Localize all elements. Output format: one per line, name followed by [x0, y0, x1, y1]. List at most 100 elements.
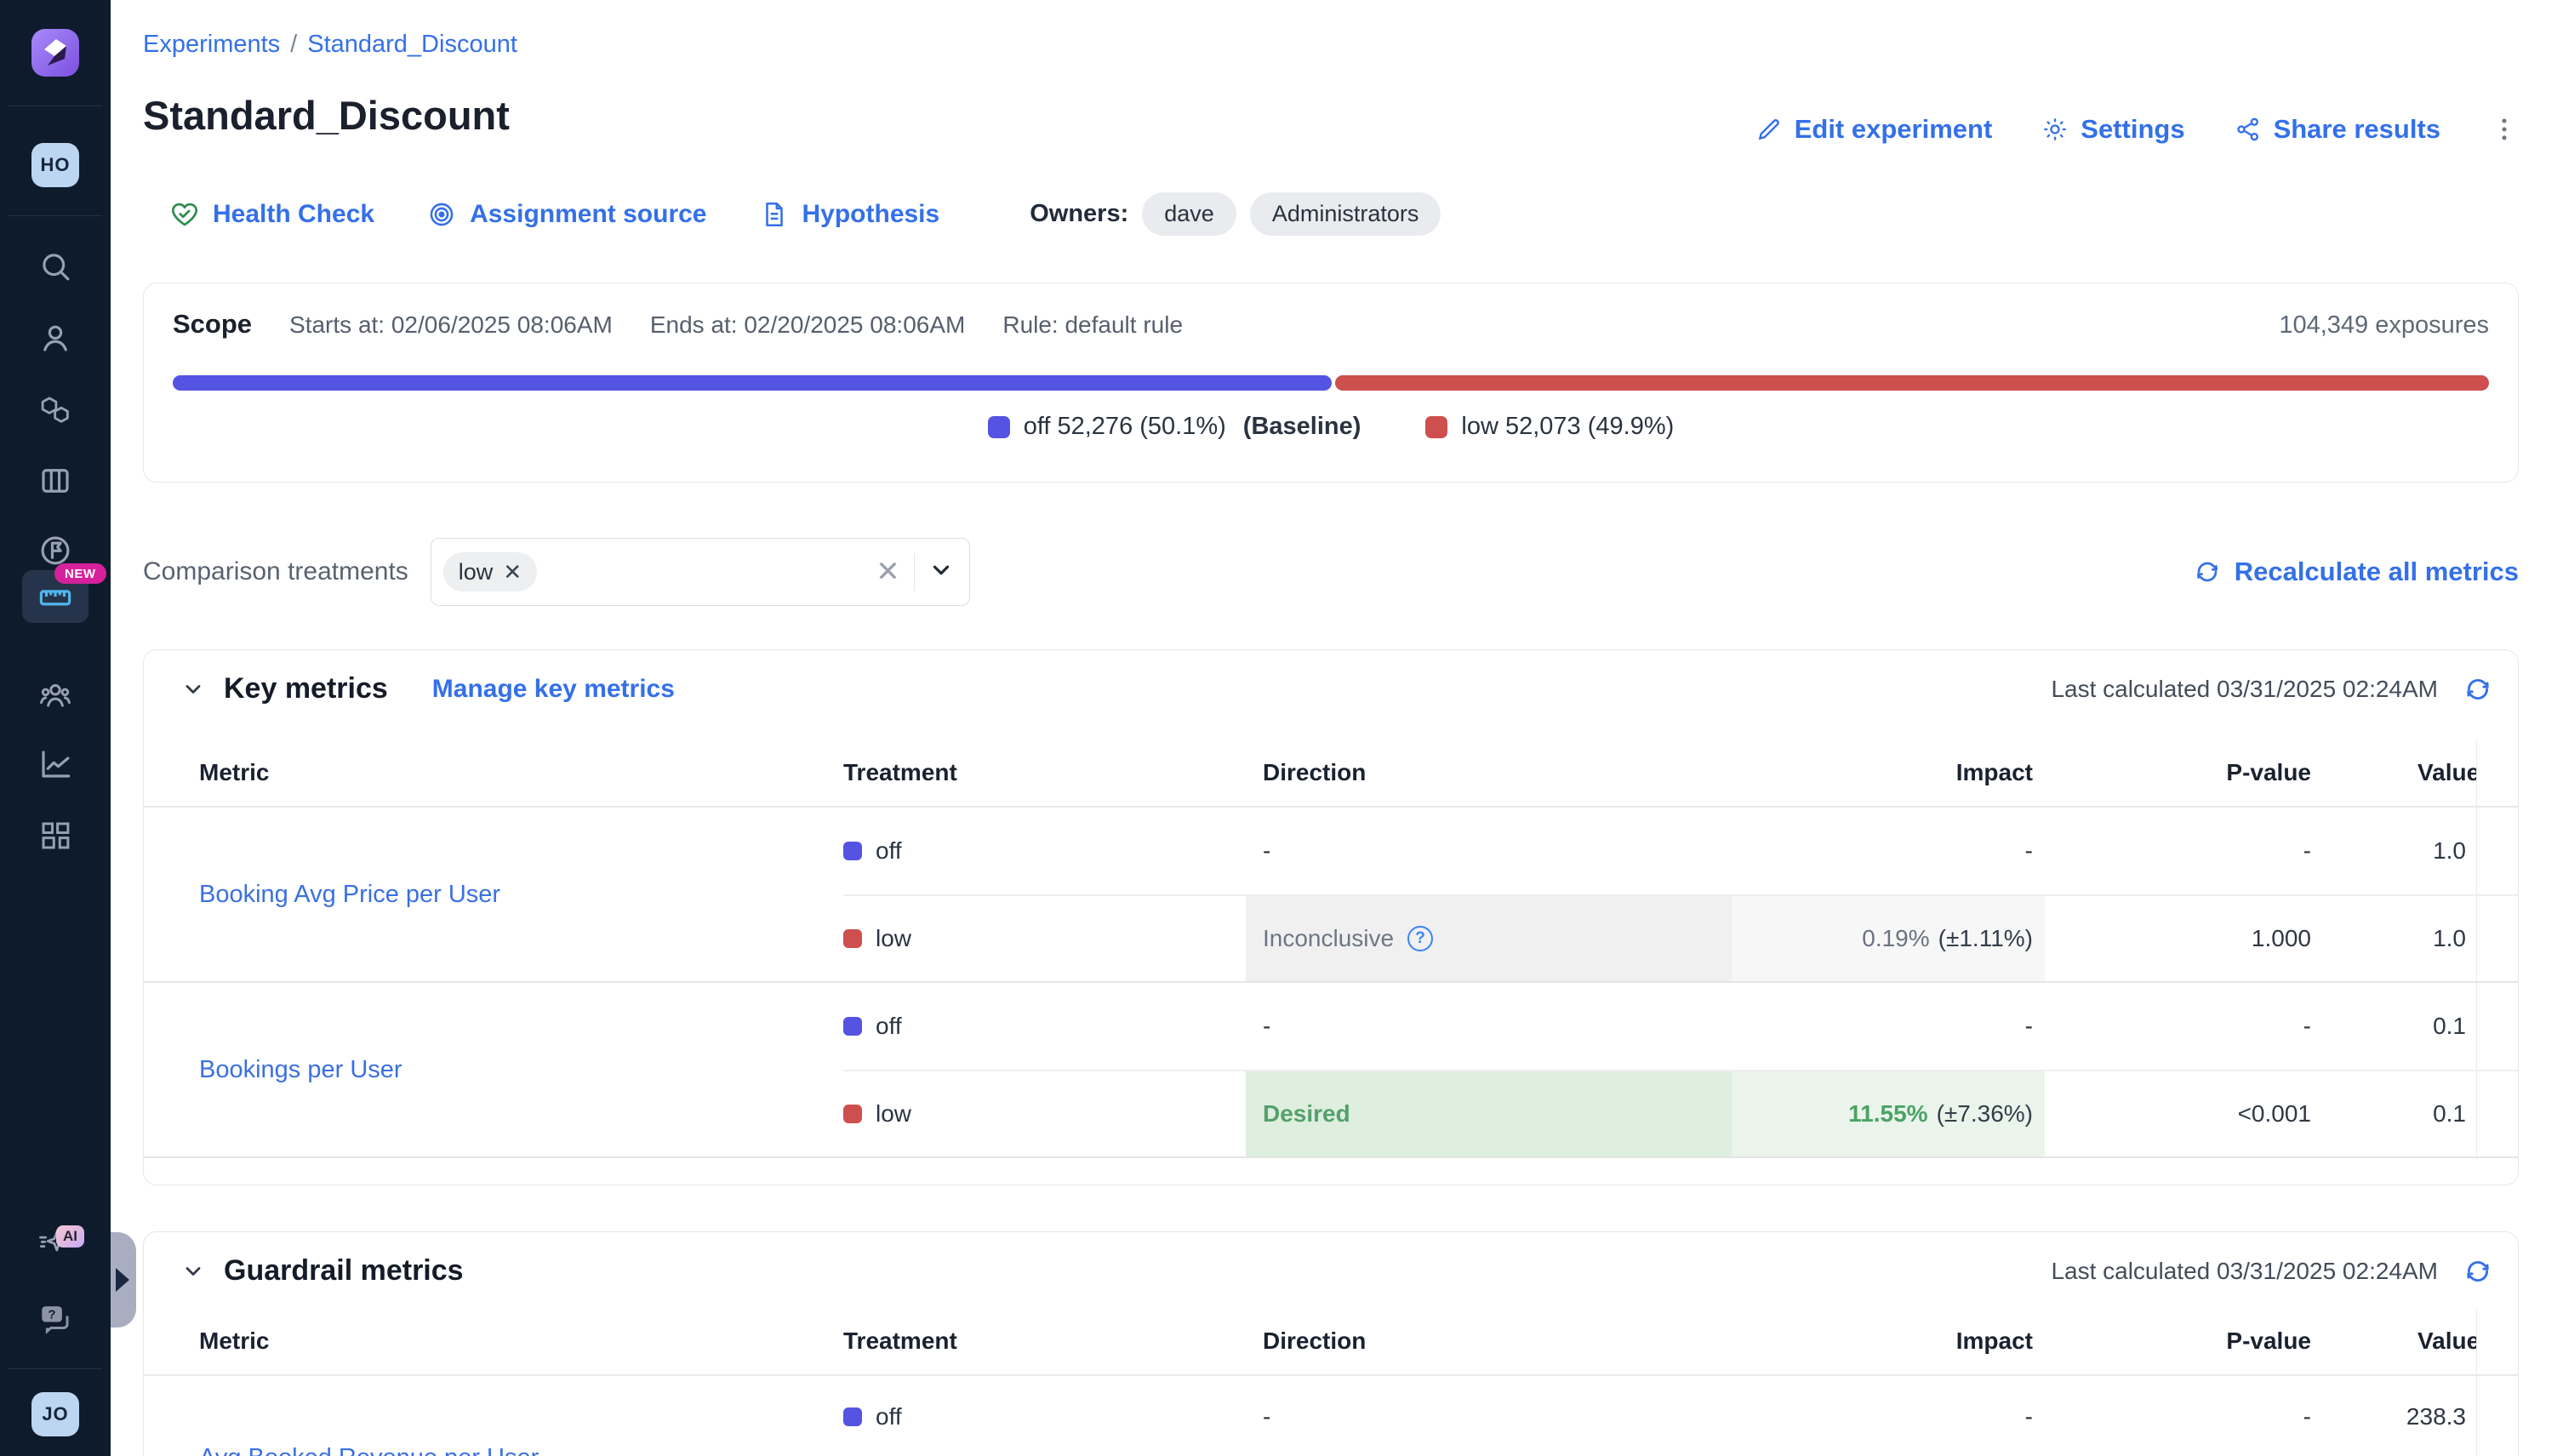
experiments-icon[interactable] — [35, 530, 76, 571]
treatment-row-low: low Desired 11.55% (±7.36%) <0.001 0.1 — [843, 1070, 2518, 1156]
legend-baseline-tag: (Baseline) — [1242, 413, 1361, 440]
recalculate-label: Recalculate all metrics — [2234, 557, 2519, 586]
owner-pill-administrators[interactable]: Administrators — [1249, 192, 1441, 236]
owners: Owners: dave Administrators — [1030, 192, 1441, 236]
analytics-icon[interactable] — [35, 744, 76, 785]
dashboards-icon[interactable] — [35, 815, 76, 856]
owner-pill-dave[interactable]: dave — [1142, 192, 1236, 236]
breadcrumb-current[interactable]: Standard_Discount — [307, 31, 517, 58]
share-results-label: Share results — [2273, 114, 2440, 144]
treatment-chip-label: low — [458, 558, 494, 585]
column-direction: Direction — [1263, 1328, 1367, 1354]
allocation-bar-low — [1334, 375, 2489, 391]
edit-experiment-label: Edit experiment — [1794, 114, 1993, 144]
members-icon[interactable] — [35, 317, 76, 358]
overflow-menu-button[interactable] — [2490, 115, 2519, 144]
treatment-color-off — [843, 1407, 862, 1426]
treatment-color-low — [843, 929, 862, 948]
table-header: Metric Treatment Direction Impact P-valu… — [144, 739, 2518, 808]
feature-gates-icon[interactable] — [35, 460, 76, 501]
new-badge: NEW — [54, 563, 106, 584]
pvalue-value: - — [2303, 1013, 2311, 1039]
impact-value: - — [2024, 837, 2033, 864]
statsig-logo[interactable] — [31, 28, 80, 77]
assignment-source-link[interactable]: Assignment source — [427, 200, 707, 229]
pvalue-value: 1.000 — [2251, 925, 2311, 951]
chevron-right-icon — [116, 1268, 129, 1292]
key-metrics-card: Key metrics Manage key metrics Last calc… — [143, 649, 2519, 1185]
column-impact: Impact — [1955, 1328, 2033, 1354]
metric-value: 0.1 — [2433, 1100, 2466, 1127]
metric-value: 1.0 — [2433, 925, 2466, 951]
settings-button[interactable]: Settings — [2041, 114, 2185, 145]
impact-cell: 0.19% (±1.11%) — [1732, 896, 2045, 981]
gear-icon — [2044, 118, 2066, 140]
direction-value: Desired — [1263, 1100, 1350, 1127]
kebab-menu-icon — [2502, 118, 2507, 140]
help-chat-icon[interactable]: ? — [35, 1299, 76, 1339]
segments-icon[interactable] — [35, 389, 76, 430]
metric-group: Avg Booked Revenue per User off - - - 23… — [144, 1376, 2518, 1456]
comparison-treatments-select[interactable]: low ✕ ✕ — [430, 538, 970, 606]
comparison-row: Comparison treatments low ✕ ✕ Recalculat… — [143, 536, 2519, 608]
user-avatar[interactable]: JO — [31, 1392, 79, 1436]
treatment-row-low: low Inconclusive ? 0.19% (±1.11%) 1.000 … — [843, 894, 2518, 981]
hypothesis-link[interactable]: Hypothesis — [760, 200, 939, 229]
question-circle-icon[interactable]: ? — [1407, 926, 1434, 951]
ruler-icon — [35, 577, 76, 618]
pencil-icon — [1758, 119, 1779, 140]
metric-link-booking-avg-price[interactable]: Booking Avg Price per User — [199, 880, 501, 908]
metric-group: Booking Avg Price per User off - - - 1.0… — [144, 808, 2518, 983]
manage-key-metrics-link[interactable]: Manage key metrics — [431, 674, 675, 703]
direction-value: - — [1263, 837, 1271, 864]
page-title: Standard_Discount — [143, 93, 510, 138]
impact-value: 0.19% — [1862, 925, 1930, 951]
sidebar-expand-handle[interactable] — [109, 1232, 136, 1328]
direction-value: - — [1263, 1013, 1271, 1039]
metric-value: 1.0 — [2433, 837, 2466, 864]
workspace-badge[interactable]: HO — [31, 143, 79, 187]
impact-value: - — [2024, 1403, 2033, 1430]
impact-value: - — [2024, 1013, 2033, 1039]
share-results-button[interactable]: Share results — [2235, 114, 2440, 145]
treatment-chip-low[interactable]: low ✕ — [442, 552, 538, 591]
chevron-down-icon[interactable] — [928, 557, 954, 587]
refresh-icon[interactable] — [2463, 675, 2492, 704]
search-icon[interactable] — [35, 246, 76, 287]
share-icon — [2236, 117, 2258, 141]
health-check-link[interactable]: Health Check — [170, 200, 374, 229]
scope-header: Scope Starts at: 02/06/2025 08:06AM Ends… — [144, 283, 2518, 340]
edit-experiment-button[interactable]: Edit experiment — [1755, 114, 1993, 145]
metric-cell: Bookings per User — [144, 983, 843, 1156]
impact-value: 11.55% — [1848, 1100, 1928, 1127]
column-treatment: Treatment — [843, 759, 957, 785]
legend-square-off — [987, 415, 1010, 438]
chip-remove-icon[interactable]: ✕ — [503, 558, 522, 585]
treatment-color-off — [843, 1017, 862, 1036]
column-value: Value — [2324, 1308, 2477, 1374]
scope-card: Scope Starts at: 02/06/2025 08:06AM Ends… — [143, 283, 2519, 482]
treatment-label: off — [876, 1013, 902, 1039]
metric-link-bookings-per-user[interactable]: Bookings per User — [199, 1055, 402, 1083]
legend-item-low: low 52,073 (49.9%) — [1425, 413, 1674, 441]
guardrail-metrics-header: Guardrail metrics Last calculated 03/31/… — [144, 1232, 2518, 1288]
settings-label: Settings — [2081, 114, 2185, 144]
legend-item-off: off 52,276 (50.1%) (Baseline) — [987, 413, 1361, 441]
clear-selection-icon[interactable]: ✕ — [876, 556, 900, 588]
metric-cell: Avg Booked Revenue per User — [144, 1376, 843, 1456]
breadcrumb-experiments[interactable]: Experiments — [143, 31, 281, 58]
recalculate-all-metrics-button[interactable]: Recalculate all metrics — [2194, 557, 2519, 587]
guardrail-metrics-title: Guardrail metrics — [224, 1254, 464, 1287]
table-header: Metric Treatment Direction Impact P-valu… — [144, 1308, 2518, 1376]
breadcrumb-separator: / — [290, 31, 298, 58]
chevron-down-icon[interactable] — [181, 1259, 205, 1283]
audience-icon[interactable] — [35, 674, 76, 715]
allocation-bar — [173, 375, 2489, 391]
metric-link-avg-booked-revenue[interactable]: Avg Booked Revenue per User — [199, 1444, 539, 1456]
meta-row: Health Check Assignment source Hypothesi… — [170, 192, 1441, 236]
legend-square-low — [1425, 415, 1448, 438]
comparison-treatments-label: Comparison treatments — [143, 557, 408, 585]
refresh-icon[interactable] — [2463, 1257, 2492, 1286]
chevron-down-icon[interactable] — [181, 677, 205, 701]
